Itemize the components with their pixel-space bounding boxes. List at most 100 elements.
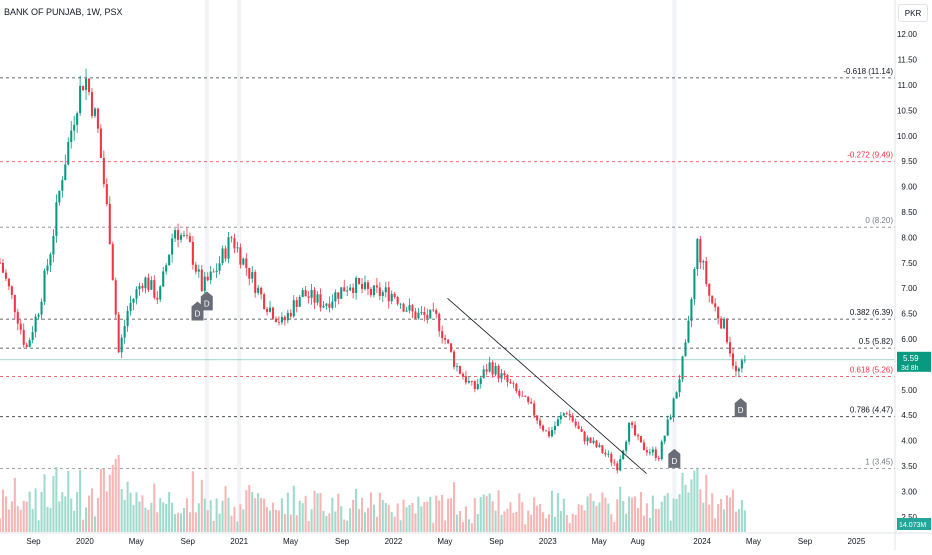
volume-bar [556, 492, 559, 532]
volume-bar [574, 514, 577, 532]
candle-body [387, 287, 390, 302]
volume-bar [191, 471, 194, 532]
candle-body [257, 287, 260, 293]
candle-body [46, 265, 49, 271]
volume-bar [473, 498, 476, 532]
candle-body [0, 262, 2, 264]
volume-bar [49, 508, 52, 532]
fib-level-label: 0.382 (6.39) [850, 308, 893, 317]
countdown-label: 3d 8h [901, 365, 919, 372]
volume-bar [613, 522, 616, 532]
candle-body [135, 289, 138, 299]
candle-body [179, 235, 183, 240]
volume-bar [408, 505, 411, 532]
volume-bar [159, 498, 162, 532]
volume-bar [393, 516, 396, 532]
volume-bar [304, 496, 307, 532]
volume-bar [366, 507, 370, 532]
volume-bar [458, 511, 462, 532]
volume-bar [76, 492, 79, 532]
candle-body [239, 247, 242, 265]
volume-bar [162, 502, 165, 532]
dividend-marker-label: D [195, 310, 201, 319]
volume-bar [144, 507, 147, 532]
volume-bar [663, 495, 666, 532]
dividend-marker[interactable] [668, 448, 681, 468]
currency-button[interactable]: PKR [898, 4, 928, 22]
candle-body [414, 311, 417, 319]
volume-bar [93, 516, 96, 532]
candle-body [461, 373, 464, 377]
candle-body [343, 287, 346, 292]
candle-body [405, 310, 408, 312]
candle-body [420, 311, 423, 313]
volume-bar [1, 489, 5, 532]
volume-bar [280, 498, 283, 532]
candle-body [159, 286, 162, 300]
candle-body [372, 285, 375, 296]
candle-body [734, 365, 737, 372]
volume-bar [737, 509, 740, 532]
candle-body [349, 287, 352, 291]
candle-body [678, 379, 681, 393]
candle-body [669, 417, 672, 420]
volume-bar [711, 493, 714, 532]
candle-body [120, 337, 123, 353]
volume-bar [479, 497, 482, 532]
candle-body [76, 113, 79, 125]
dividend-marker-label: D [738, 406, 744, 415]
volume-bar [266, 507, 269, 532]
volume-bar [150, 502, 153, 532]
volume-bar [46, 506, 49, 532]
candle-body [530, 402, 533, 404]
volume-bar [509, 502, 512, 532]
candle-body [536, 415, 539, 421]
dividend-marker[interactable] [734, 398, 747, 418]
volume-bar [0, 518, 2, 532]
volume-bar [70, 498, 73, 532]
dividend-marker[interactable] [200, 291, 213, 311]
candle-body [352, 287, 355, 293]
volume-bar [331, 497, 334, 532]
trendline[interactable] [447, 298, 647, 474]
volume-bar [254, 498, 257, 532]
candle-body [636, 435, 640, 437]
candle-body [99, 128, 102, 158]
dividend-marker[interactable] [191, 301, 204, 321]
candle-body [96, 108, 99, 129]
candle-body [574, 421, 577, 426]
candle-body [452, 351, 456, 367]
candle-body [260, 287, 263, 295]
candle-body [726, 318, 729, 343]
y-tick-label: 5.00 [901, 386, 917, 395]
volume-bar [363, 512, 367, 532]
candle-body [58, 190, 61, 203]
volume-bar [19, 509, 22, 532]
candle-body [562, 413, 565, 416]
volume-bar [651, 495, 654, 532]
candle-body [156, 297, 159, 300]
x-tick-label: Sep [181, 537, 196, 546]
volume-bar [301, 503, 304, 532]
volume-bar [67, 470, 70, 532]
candle-body [245, 258, 248, 268]
volume-bar [432, 522, 435, 532]
chart-title: BANK OF PUNJAB, 1W, PSX [4, 7, 123, 17]
y-tick-label: 4.00 [901, 437, 917, 446]
candle-body [340, 287, 343, 299]
volume-bar [616, 499, 619, 532]
candle-body [580, 428, 583, 432]
volume-bar [452, 482, 456, 532]
volume-bar [687, 492, 690, 532]
volume-bar [550, 490, 553, 532]
volume-bar [31, 509, 34, 532]
candle-body [289, 312, 292, 317]
candle-body [378, 287, 381, 296]
candle-body [613, 462, 616, 464]
x-tick-label: 2022 [385, 537, 403, 546]
volume-bar [355, 488, 358, 532]
volume-bar [604, 497, 607, 532]
volume-bar [657, 508, 660, 532]
